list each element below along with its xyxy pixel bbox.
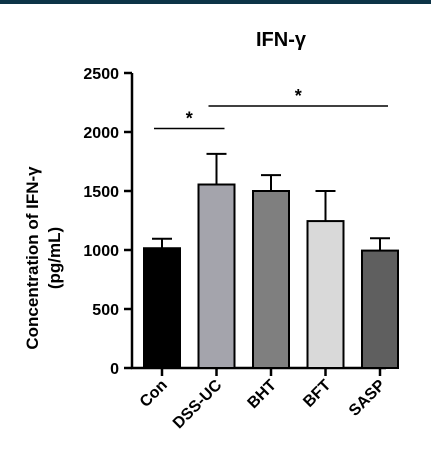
x-tick-label: Con (137, 377, 171, 411)
plot-area: 0 500 1000 1500 2000 2500 Con DSS-UC BHT BFT SASP *… (83, 66, 399, 432)
y-axis-label-group: Concentration of IFN-γ (pg/mL) (23, 166, 64, 350)
bar-bht (252, 190, 290, 369)
significance-marker: * (295, 86, 302, 106)
significance-marker: * (186, 108, 193, 128)
bar-bft (306, 220, 345, 369)
y-axis-label-line1: Concentration of IFN-γ (23, 166, 42, 350)
bar-con (143, 247, 181, 369)
x-tick-label: BHT (245, 377, 280, 412)
bar-dss-uc (197, 183, 236, 369)
bar-sasp (361, 249, 399, 369)
x-tick-label: SASP (346, 377, 389, 420)
y-tick-label: 500 (92, 302, 119, 319)
x-tick-label: BFT (300, 377, 334, 411)
x-tick-label: DSS-UC (170, 376, 226, 432)
y-tick-label: 0 (110, 361, 119, 378)
y-axis-label-line2: (pg/mL) (45, 227, 64, 289)
y-tick-label: 1500 (83, 184, 119, 201)
y-tick-label: 2000 (83, 125, 119, 142)
y-tick-label: 2500 (83, 66, 119, 83)
y-tick-label: 1000 (83, 243, 119, 260)
chart-title: IFN-γ (256, 29, 307, 51)
top-accent-bar (0, 0, 431, 4)
